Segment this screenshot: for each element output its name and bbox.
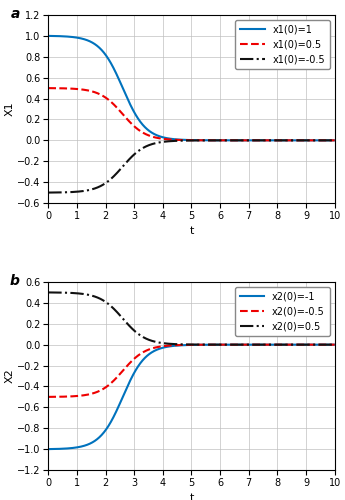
- x2(0)=-1: [275, 342, 279, 347]
- x2(0)=0.5: [172, 341, 177, 347]
- x1(0)=-0.5: [333, 138, 337, 143]
- x1(0)=-0.5: [243, 138, 247, 143]
- x1(0)=1: [275, 138, 279, 143]
- x1(0)=0.5: [76, 86, 80, 92]
- x2(0)=-1: [172, 343, 177, 349]
- x1(0)=0.5: [333, 138, 337, 143]
- x1(0)=-0.5: [46, 190, 50, 196]
- Text: a: a: [10, 8, 20, 22]
- x2(0)=0.5: [269, 342, 274, 347]
- x1(0)=1: [333, 138, 337, 143]
- x2(0)=0.5: [275, 342, 279, 347]
- x2(0)=0.5: [243, 342, 247, 347]
- x1(0)=-0.5: [162, 138, 166, 144]
- x2(0)=-0.5: [46, 394, 50, 400]
- x1(0)=1: [162, 134, 166, 140]
- x2(0)=-1: [333, 342, 337, 347]
- x2(0)=-0.5: [243, 342, 247, 347]
- x2(0)=-0.5: [172, 342, 177, 348]
- x1(0)=-0.5: [172, 138, 177, 144]
- x1(0)=-0.5: [275, 138, 279, 143]
- x1(0)=1: [243, 138, 247, 143]
- x2(0)=-0.5: [333, 342, 337, 347]
- x2(0)=-0.5: [269, 342, 274, 347]
- Line: x1(0)=1: x1(0)=1: [48, 36, 335, 140]
- x1(0)=-0.5: [76, 188, 80, 194]
- x1(0)=1: [269, 138, 274, 143]
- Line: x1(0)=-0.5: x1(0)=-0.5: [48, 140, 335, 192]
- x1(0)=0.5: [172, 137, 177, 143]
- x2(0)=-1: [162, 344, 166, 350]
- x2(0)=-1: [269, 342, 274, 347]
- x2(0)=-1: [76, 444, 80, 450]
- x2(0)=-0.5: [162, 343, 166, 349]
- Line: x2(0)=0.5: x2(0)=0.5: [48, 292, 335, 344]
- Line: x1(0)=0.5: x1(0)=0.5: [48, 88, 335, 141]
- Line: x2(0)=-0.5: x2(0)=-0.5: [48, 344, 335, 397]
- Y-axis label: X2: X2: [4, 368, 14, 384]
- Y-axis label: X1: X1: [4, 102, 14, 116]
- x1(0)=1: [76, 34, 80, 40]
- x2(0)=0.5: [162, 340, 166, 346]
- x1(0)=0.5: [46, 85, 50, 91]
- x1(0)=0.5: [243, 138, 247, 143]
- x2(0)=0.5: [333, 342, 337, 347]
- X-axis label: t: t: [189, 493, 194, 500]
- x2(0)=-1: [243, 342, 247, 347]
- x2(0)=-1: [46, 446, 50, 452]
- x2(0)=-0.5: [275, 342, 279, 347]
- x2(0)=0.5: [46, 290, 50, 296]
- x2(0)=0.5: [76, 290, 80, 296]
- Line: x2(0)=-1: x2(0)=-1: [48, 344, 335, 449]
- X-axis label: t: t: [189, 226, 194, 236]
- x1(0)=0.5: [162, 136, 166, 142]
- x1(0)=-0.5: [269, 138, 274, 143]
- x2(0)=-0.5: [76, 393, 80, 399]
- x1(0)=1: [172, 136, 177, 142]
- Text: b: b: [10, 274, 20, 288]
- Legend: x2(0)=-1, x2(0)=-0.5, x2(0)=0.5: x2(0)=-1, x2(0)=-0.5, x2(0)=0.5: [235, 287, 330, 337]
- x1(0)=0.5: [275, 138, 279, 143]
- x1(0)=1: [46, 33, 50, 39]
- Legend: x1(0)=1, x1(0)=0.5, x1(0)=-0.5: x1(0)=1, x1(0)=0.5, x1(0)=-0.5: [235, 20, 330, 70]
- x1(0)=0.5: [269, 138, 274, 143]
